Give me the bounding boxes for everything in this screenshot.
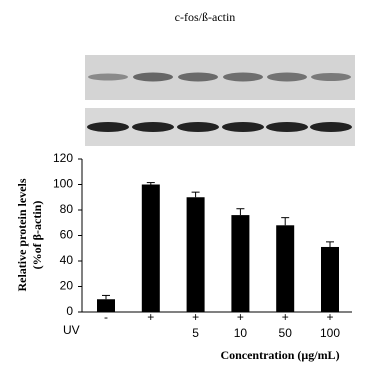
y-tick-label: 20 [60, 279, 74, 293]
y-tick-label: 80 [60, 202, 74, 216]
x-tick-label: 100 [320, 326, 340, 340]
uv-sign: + [282, 310, 289, 324]
bar [321, 246, 339, 312]
western-blot [85, 55, 355, 146]
uv-sign: + [326, 310, 333, 324]
y-axis-label: Relative protein levels [15, 178, 29, 291]
y-tick-label: 0 [66, 304, 73, 318]
y-tick-label: 60 [60, 228, 74, 242]
x-tick-label: 10 [234, 326, 248, 340]
bar [276, 225, 295, 312]
uv-sign: + [237, 310, 244, 324]
y-tick-label: 120 [53, 151, 73, 165]
row-label: UV [63, 323, 80, 337]
uv-sign: + [192, 310, 199, 324]
y-tick-label: 40 [60, 253, 74, 267]
bar [141, 184, 160, 312]
y-axis-label: (%of β-actin) [30, 201, 44, 270]
bar [97, 299, 115, 312]
x-axis-label: Concentration (μg/mL) [220, 348, 339, 362]
y-tick-label: 100 [53, 177, 73, 191]
x-tick-label: 5 [192, 326, 199, 340]
uv-sign: - [104, 310, 108, 324]
uv-sign: + [147, 310, 154, 324]
bar [186, 197, 205, 312]
blot-panel [85, 55, 355, 100]
chart-title: c-fos/ß-actin [175, 10, 236, 24]
c-fos-bands [88, 72, 351, 82]
bar [231, 215, 250, 312]
actin-bands [87, 122, 352, 132]
x-tick-label: 50 [279, 326, 293, 340]
